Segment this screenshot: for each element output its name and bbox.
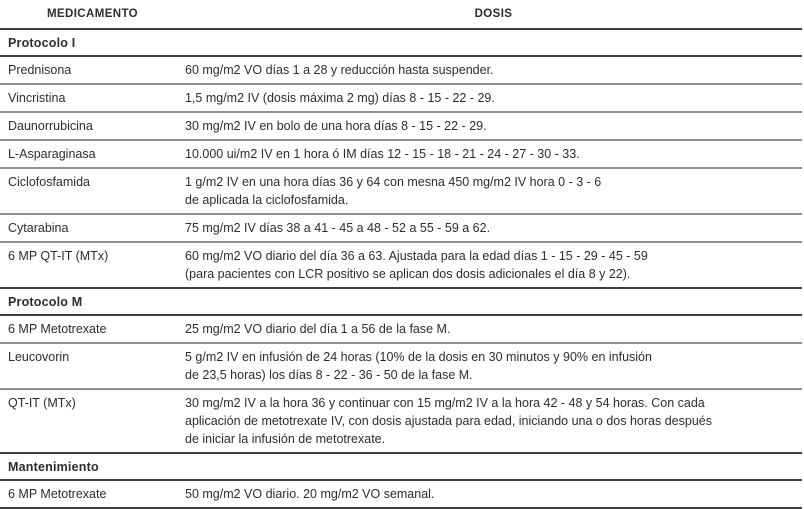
section-header-mantenimiento: Mantenimiento	[0, 454, 802, 481]
dose-cell: 60 mg/m2 VO diario del día 36 a 63. Ajus…	[185, 249, 648, 281]
column-header-medicamento: MEDICAMENTO	[46, 8, 139, 20]
dose-cell: 30 mg/m2 IV en bolo de una hora días 8 -…	[185, 119, 487, 133]
medication-cell: 6 MP QT-IT (MTx)	[8, 249, 109, 263]
medication-cell: Ciclofosfamida	[8, 175, 90, 189]
dose-cell: 10.000 ui/m2 IV en 1 hora ó IM días 12 -…	[185, 147, 580, 161]
table-row: 6 MP Metotrexate 50 mg/m2 VO diario. 20 …	[0, 481, 802, 509]
dose-cell: 60 mg/m2 VO días 1 a 28 y reducción hast…	[185, 63, 494, 77]
medication-cell: L-Asparaginasa	[8, 147, 96, 161]
dose-cell: 1,5 mg/m2 IV (dosis máxima 2 mg) días 8 …	[185, 91, 495, 105]
dose-cell: 50 mg/m2 VO diario. 20 mg/m2 VO semanal.	[185, 487, 435, 501]
table-row: Prednisona 60 mg/m2 VO días 1 a 28 y red…	[0, 57, 802, 85]
section-title: Protocolo I	[8, 36, 76, 50]
table-header-row: MEDICAMENTO DOSIS	[0, 0, 802, 30]
section-header-protocolo-m: Protocolo M	[0, 289, 802, 316]
table-row: Ciclofosfamida 1 g/m2 IV en una hora día…	[0, 169, 802, 215]
medication-cell: Vincristina	[8, 91, 66, 105]
table-row: 6 MP QT-IT (MTx) 60 mg/m2 VO diario del …	[0, 243, 802, 289]
medication-cell: Daunorrubicina	[8, 119, 93, 133]
medication-cell: Prednisona	[8, 63, 72, 77]
section-header-protocolo-i: Protocolo I	[0, 30, 802, 57]
dose-cell: 25 mg/m2 VO diario del día 1 a 56 de la …	[185, 322, 451, 336]
medication-cell: 6 MP Metotrexate	[8, 322, 107, 336]
table-row: 6 MP Metotrexate 25 mg/m2 VO diario del …	[0, 316, 802, 344]
table-row: Cytarabina 75 mg/m2 IV días 38 a 41 - 45…	[0, 215, 802, 243]
medication-cell: Cytarabina	[8, 221, 69, 235]
table-row: Daunorrubicina 30 mg/m2 IV en bolo de un…	[0, 113, 802, 141]
medication-cell: 6 MP Metotrexate	[8, 487, 107, 501]
table-row: L-Asparaginasa 10.000 ui/m2 IV en 1 hora…	[0, 141, 802, 169]
table-row: Vincristina 1,5 mg/m2 IV (dosis máxima 2…	[0, 85, 802, 113]
table-row: QT-IT (MTx) 30 mg/m2 IV a la hora 36 y c…	[0, 390, 802, 454]
section-title: Mantenimiento	[8, 460, 99, 474]
table-row: Leucovorin 5 g/m2 IV en infusión de 24 h…	[0, 344, 802, 390]
medication-cell: QT-IT (MTx)	[8, 396, 76, 410]
dose-cell: 1 g/m2 IV en una hora días 36 y 64 con m…	[185, 175, 602, 207]
dose-cell: 75 mg/m2 IV días 38 a 41 - 45 a 48 - 52 …	[185, 221, 491, 235]
dose-cell: 5 g/m2 IV en infusión de 24 horas (10% d…	[185, 350, 652, 382]
section-title: Protocolo M	[8, 295, 83, 309]
dose-cell: 30 mg/m2 IV a la hora 36 y continuar con…	[185, 396, 712, 446]
column-header-dosis: DOSIS	[474, 8, 513, 20]
medication-cell: Leucovorin	[8, 350, 70, 364]
